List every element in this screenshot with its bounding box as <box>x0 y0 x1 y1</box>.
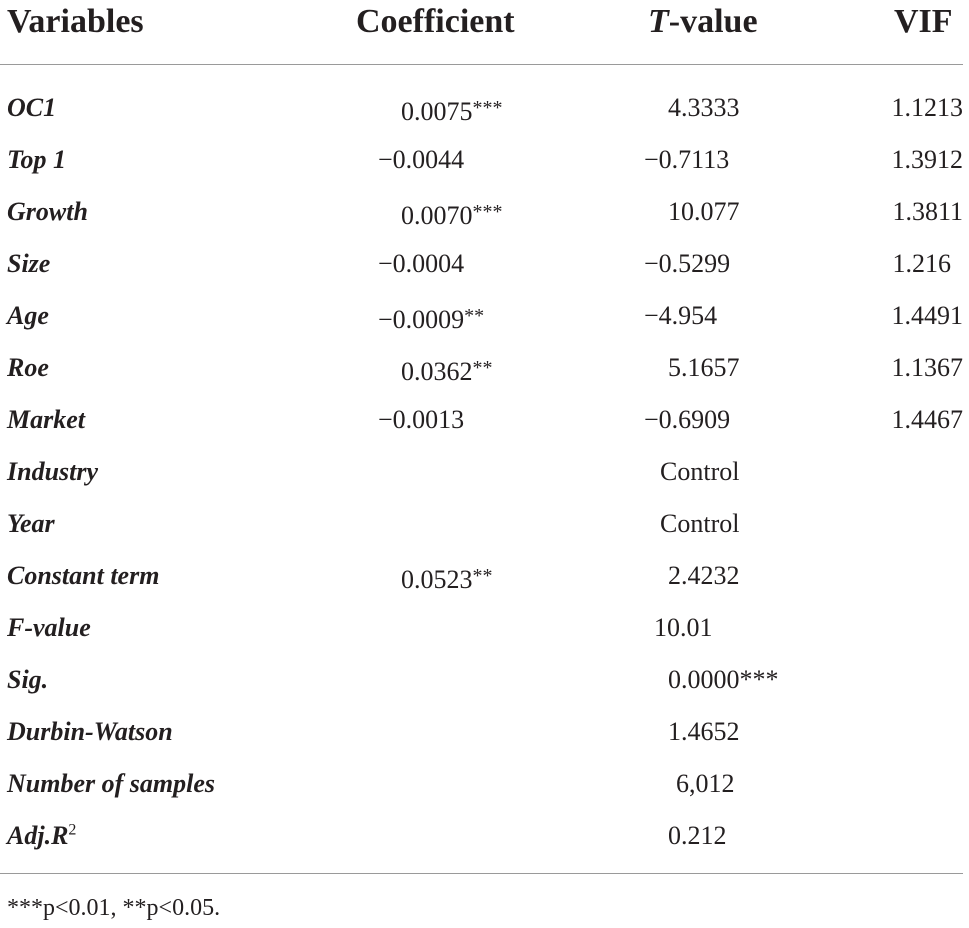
row-label: Market <box>7 394 85 446</box>
row-label: Adj.R2 <box>7 810 76 862</box>
t-value-cell: −4.954 <box>644 301 718 330</box>
vif-cell: 1.4491 <box>891 301 964 330</box>
table-row: Top 1 −0.0044 −0.7113 1.3912 <box>0 134 969 186</box>
t-value-cell: 5.1657 <box>668 353 740 382</box>
row-label-text: OC1 <box>7 93 57 122</box>
row-label-text: Constant term <box>7 561 160 590</box>
header-vif: VIF <box>894 3 953 40</box>
table-row: Sig. 0.0000*** <box>0 654 969 706</box>
coefficient-cell: −0.0044 <box>378 134 464 186</box>
row-label-text: Market <box>7 405 85 434</box>
vif-cell: 1.216 <box>892 249 952 278</box>
coefficient-value: 0.0075 <box>401 97 473 126</box>
coefficient-value: 0.0070 <box>401 201 473 230</box>
coefficient-cell: 0.0075*** <box>401 82 503 138</box>
t-value-cell: Control <box>660 509 740 538</box>
header-t-letter: T <box>648 3 669 40</box>
t-value-cell: 2.4232 <box>668 561 740 590</box>
coefficient-cell: 0.0070*** <box>401 186 503 242</box>
row-label: Durbin-Watson <box>7 706 173 758</box>
footnote: ***p<0.01, **p<0.05. <box>7 895 221 921</box>
row-label-text: Number of samples <box>7 769 215 798</box>
significance-stars: *** <box>472 97 503 119</box>
row-label-text: Adj.R <box>7 821 69 850</box>
t-value-cell: 0.212 <box>668 821 727 850</box>
row-label-text: Age <box>7 301 49 330</box>
table-row: F-value 10.01 <box>0 602 969 654</box>
row-label-text: F-value <box>7 613 91 642</box>
row-label: Industry <box>7 446 98 498</box>
table-row: Roe 0.0362** 5.1657 1.1367 <box>0 342 969 394</box>
table-row: Durbin-Watson 1.4652 <box>0 706 969 758</box>
row-label: OC1 <box>7 82 56 134</box>
row-label: Size <box>7 238 50 290</box>
row-label-text: Industry <box>7 457 99 486</box>
coefficient-cell: 0.0523** <box>401 550 493 606</box>
coefficient-value: 0.0362 <box>401 357 473 386</box>
coefficient-cell: 0.0362** <box>401 342 493 398</box>
top-rule <box>0 64 963 65</box>
row-label-text: Year <box>7 509 55 538</box>
table-row: Constant term 0.0523** 2.4232 <box>0 550 969 602</box>
significance-stars: ** <box>464 305 485 327</box>
table-row: Number of samples 6,012 <box>0 758 969 810</box>
header-coefficient: Coefficient <box>356 3 515 40</box>
t-value-cell: 4.3333 <box>668 93 740 122</box>
row-label: Top 1 <box>7 134 66 186</box>
header-t-rest: -value <box>668 3 758 40</box>
row-label-text: Growth <box>7 197 88 226</box>
t-value-cell: 10.077 <box>668 197 740 226</box>
row-label: Sig. <box>7 654 48 706</box>
row-label-text: Top 1 <box>7 145 66 174</box>
row-label-text: Roe <box>7 353 49 382</box>
coefficient-cell: −0.0004 <box>378 238 464 290</box>
vif-cell: 1.1213 <box>891 93 964 122</box>
table-row: OC1 0.0075*** 4.3333 1.1213 <box>0 82 969 134</box>
header-t-value: T-value <box>648 2 758 42</box>
significance-stars: *** <box>472 201 503 223</box>
table-row: Growth 0.0070*** 10.077 1.3811 <box>0 186 969 238</box>
t-value-cell: −0.6909 <box>644 405 731 434</box>
header-variables: Variables <box>7 3 144 40</box>
table-row: Market −0.0013 −0.6909 1.4467 <box>0 394 969 446</box>
row-label-superscript: 2 <box>68 821 77 839</box>
t-value-cell: −0.5299 <box>644 249 731 278</box>
row-label: Growth <box>7 186 88 238</box>
coefficient-value: −0.0004 <box>378 249 465 278</box>
coefficient-value: 0.0523 <box>401 565 473 594</box>
significance-stars: ** <box>472 357 493 379</box>
vif-cell: 1.3811 <box>892 197 963 226</box>
vif-cell: 1.1367 <box>891 353 964 382</box>
table-row: Size −0.0004 −0.5299 1.216 <box>0 238 969 290</box>
row-label-text: Size <box>7 249 51 278</box>
row-label: Age <box>7 290 49 342</box>
t-value-cell: −0.7113 <box>644 145 730 174</box>
t-value-cell: 10.01 <box>654 613 713 642</box>
vif-cell: 1.3912 <box>891 145 964 174</box>
table-row: Industry Control <box>0 446 969 498</box>
t-value-cell: Control <box>660 457 740 486</box>
table-row: Year Control <box>0 498 969 550</box>
coefficient-cell: −0.0013 <box>378 394 464 446</box>
coefficient-value: −0.0044 <box>378 145 465 174</box>
coefficient-cell: −0.0009** <box>378 290 484 346</box>
vif-cell: 1.4467 <box>891 405 964 434</box>
significance-stars: ** <box>472 565 493 587</box>
row-label: Year <box>7 498 55 550</box>
bottom-rule <box>0 873 963 874</box>
row-label-text: Durbin-Watson <box>7 717 173 746</box>
row-label-text: Sig. <box>7 665 49 694</box>
row-label: F-value <box>7 602 91 654</box>
t-value-cell: 6,012 <box>676 769 735 798</box>
t-value-cell: 0.0000*** <box>668 665 779 694</box>
row-label: Roe <box>7 342 49 394</box>
coefficient-value: −0.0009 <box>378 305 465 334</box>
row-label: Constant term <box>7 550 159 602</box>
table-row: Adj.R2 0.212 <box>0 810 969 862</box>
coefficient-value: −0.0013 <box>378 405 465 434</box>
table-row: Age −0.0009** −4.954 1.4491 <box>0 290 969 342</box>
t-value-cell: 1.4652 <box>668 717 740 746</box>
row-label: Number of samples <box>7 758 215 810</box>
